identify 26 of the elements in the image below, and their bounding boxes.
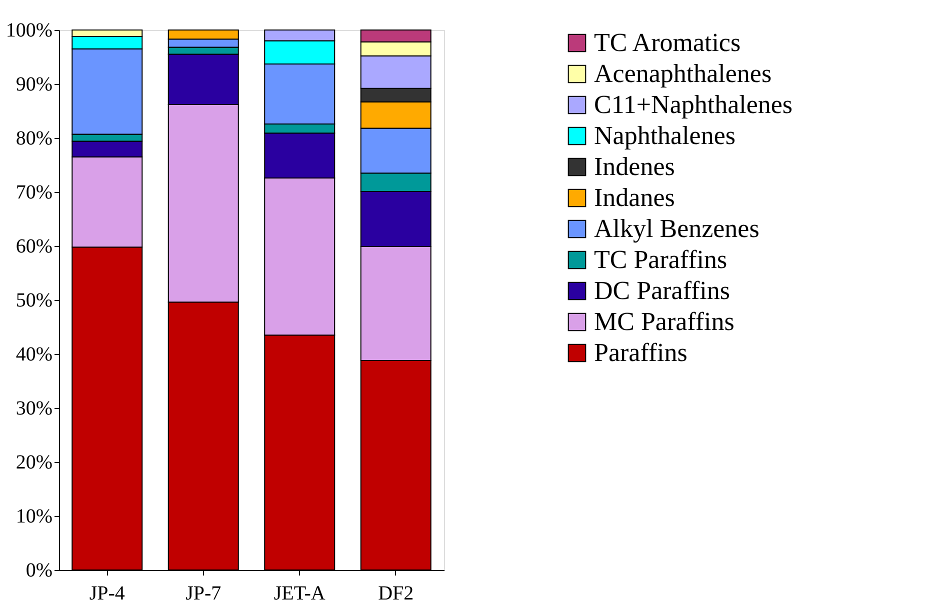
y-tick-label: 50% — [16, 290, 52, 312]
x-tick-label: JP-7 — [186, 582, 222, 604]
x-tick-label: DF2 — [378, 582, 414, 604]
legend-label: Indenes — [594, 152, 675, 181]
x-tick-label: JP-4 — [89, 582, 125, 604]
legend-label: TC Paraffins — [594, 245, 728, 274]
y-tick-label: 0% — [26, 560, 52, 582]
y-tick-label: 20% — [16, 452, 52, 474]
legend-label: MC Paraffins — [594, 307, 734, 336]
legend-label: TC Aromatics — [594, 28, 741, 57]
y-tick-label: 100% — [6, 20, 52, 42]
x-tick-label: JET-A — [274, 582, 326, 604]
legend-label: Alkyl Benzenes — [594, 214, 760, 243]
legend-label: Naphthalenes — [594, 121, 736, 150]
legend-label: Indanes — [594, 183, 675, 212]
y-tick-label: 80% — [16, 128, 52, 150]
legend-label: C11+Naphthalenes — [594, 90, 793, 119]
legend-label: DC Paraffins — [594, 276, 730, 305]
y-tick-label: 30% — [16, 398, 52, 420]
y-tick-label: 70% — [16, 182, 52, 204]
legend-label: Acenaphthalenes — [594, 59, 772, 88]
y-tick-label: 60% — [16, 236, 52, 258]
y-tick-label: 90% — [16, 74, 52, 96]
y-tick-label: 10% — [16, 506, 52, 528]
y-tick-label: 40% — [16, 344, 52, 366]
legend-label: Paraffins — [594, 338, 688, 367]
